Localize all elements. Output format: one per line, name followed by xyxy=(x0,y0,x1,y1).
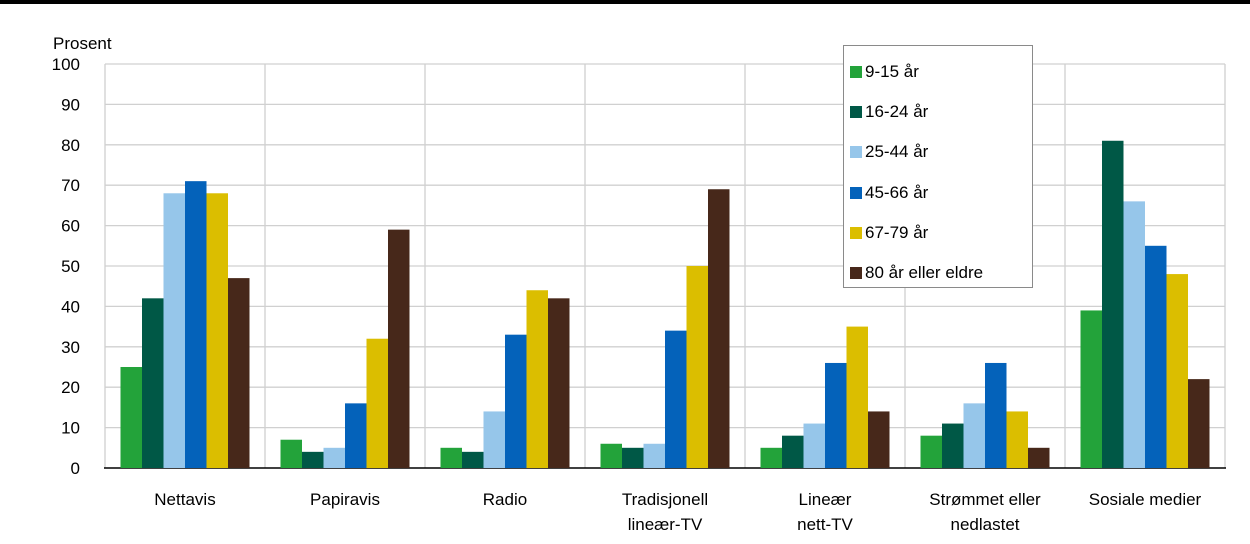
bar xyxy=(1102,140,1124,468)
legend-item: 16-24 år xyxy=(850,92,1032,132)
x-tick-label: nett-TV xyxy=(797,515,853,534)
bar xyxy=(440,447,462,468)
bar xyxy=(803,423,825,468)
legend-label: 9-15 år xyxy=(865,62,919,82)
bar xyxy=(323,447,345,468)
x-tick-label: Strømmet eller xyxy=(929,490,1041,509)
bar xyxy=(228,278,250,468)
bar xyxy=(1145,245,1167,468)
y-tick-label: 90 xyxy=(61,95,80,114)
y-tick-label: 60 xyxy=(61,217,80,236)
bar xyxy=(185,181,207,468)
bar xyxy=(665,330,687,468)
bar xyxy=(345,403,367,468)
legend: 9-15 år 16-24 år 25-44 år 45-66 år 67-79 år 8… xyxy=(843,45,1033,288)
y-tick-label: 40 xyxy=(61,297,80,316)
legend-label: 16-24 år xyxy=(865,102,929,122)
bar xyxy=(120,367,142,468)
legend-item: 9-15 år xyxy=(850,52,1032,92)
legend-item: 80 år eller eldre xyxy=(850,253,1032,293)
bar xyxy=(708,189,730,469)
legend-swatch xyxy=(850,186,862,199)
grid-lines xyxy=(104,63,1226,469)
bar xyxy=(366,338,388,468)
bar xyxy=(622,447,644,468)
x-tick-label: lineær-TV xyxy=(628,515,703,534)
legend-item: 45-66 år xyxy=(850,173,1032,213)
bar xyxy=(686,266,708,468)
bar xyxy=(1028,447,1050,468)
legend-swatch xyxy=(850,106,862,119)
legend-swatch xyxy=(850,226,862,239)
bar xyxy=(1188,379,1210,468)
x-tick-label: Lineær xyxy=(799,490,852,509)
legend-label: 45-66 år xyxy=(865,182,929,202)
y-tick-label: 100 xyxy=(52,55,80,74)
bar xyxy=(280,439,302,468)
legend-label: 25-44 år xyxy=(865,142,929,162)
top-rule xyxy=(0,0,1250,4)
bar xyxy=(868,411,890,468)
y-tick-label: 10 xyxy=(61,419,80,438)
legend-swatch xyxy=(850,267,862,280)
bar xyxy=(782,435,804,468)
bar xyxy=(163,193,185,468)
y-tick-label: 70 xyxy=(61,176,80,195)
bar xyxy=(600,443,622,468)
legend-item: 67-79 år xyxy=(850,213,1032,253)
y-tick-label: 30 xyxy=(61,338,80,357)
y-tick-label: 20 xyxy=(61,378,80,397)
bar xyxy=(942,423,964,468)
bar xyxy=(526,290,548,468)
bar xyxy=(1123,201,1145,469)
bar xyxy=(142,298,164,468)
legend-item: 25-44 år xyxy=(850,132,1032,172)
x-tick-label: Radio xyxy=(483,490,527,509)
bar xyxy=(1080,310,1102,468)
x-tick-label: Sosiale medier xyxy=(1089,490,1202,509)
x-axis-labels: Nettavis Papiravis Radio Tradisjonell lineær… xyxy=(154,490,1201,534)
y-tick-label: 50 xyxy=(61,257,80,276)
y-axis-ticks: 0 10 20 30 40 50 60 70 80 90 100 xyxy=(52,55,80,478)
bar xyxy=(1166,274,1188,468)
bar xyxy=(963,403,985,468)
x-tick-label: Nettavis xyxy=(154,490,215,509)
bar xyxy=(846,326,868,468)
bar xyxy=(462,451,484,468)
bar xyxy=(548,298,570,468)
bar xyxy=(505,334,527,468)
bar xyxy=(825,362,847,468)
bar xyxy=(388,229,410,468)
legend-label: 67-79 år xyxy=(865,222,929,242)
x-tick-label: Tradisjonell xyxy=(622,490,708,509)
bar xyxy=(920,435,942,468)
legend-swatch xyxy=(850,66,862,79)
bar xyxy=(1006,411,1028,468)
bar xyxy=(643,443,665,468)
bars xyxy=(120,140,1210,469)
bar xyxy=(985,362,1007,468)
x-tick-label: Papiravis xyxy=(310,490,380,509)
y-axis-label: Prosent xyxy=(53,34,112,53)
legend-label: 80 år eller eldre xyxy=(865,263,984,283)
bar xyxy=(302,451,324,468)
legend-swatch xyxy=(850,146,862,159)
x-tick-label: nedlastet xyxy=(951,515,1020,534)
y-tick-label: 0 xyxy=(71,459,80,478)
y-tick-label: 80 xyxy=(61,136,80,155)
bar xyxy=(760,447,782,468)
bar xyxy=(483,411,505,468)
bar xyxy=(206,193,228,468)
